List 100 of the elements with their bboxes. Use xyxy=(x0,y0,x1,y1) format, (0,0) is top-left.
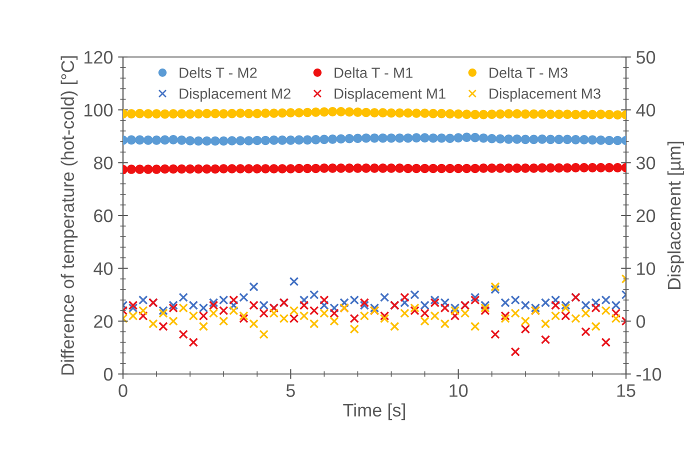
point xyxy=(490,282,500,292)
point xyxy=(430,298,440,308)
point xyxy=(239,292,248,302)
point xyxy=(178,330,188,340)
point xyxy=(561,303,570,313)
point xyxy=(188,338,198,347)
point xyxy=(299,300,309,310)
point xyxy=(601,338,611,347)
point xyxy=(198,322,208,332)
point xyxy=(330,308,339,318)
point xyxy=(591,303,600,313)
point xyxy=(269,308,279,318)
point xyxy=(500,314,510,324)
point xyxy=(158,322,168,332)
point xyxy=(470,292,480,302)
point xyxy=(299,311,309,321)
point xyxy=(330,316,339,326)
point xyxy=(239,311,248,321)
point xyxy=(148,319,158,328)
point xyxy=(299,295,309,305)
point xyxy=(440,319,450,328)
legend-label: Displacement M1 xyxy=(334,88,446,102)
point xyxy=(450,311,460,321)
y-tick-label: 120 xyxy=(84,50,113,64)
point xyxy=(500,311,510,321)
point xyxy=(249,282,258,292)
x-tick-label: 0 xyxy=(118,384,128,397)
point xyxy=(420,300,430,310)
point xyxy=(410,290,420,300)
point xyxy=(470,295,480,305)
point xyxy=(380,311,390,321)
x-tick-label: 5 xyxy=(286,384,295,397)
point xyxy=(550,300,560,310)
point xyxy=(480,303,490,313)
point xyxy=(138,311,148,321)
point xyxy=(611,314,621,324)
point xyxy=(239,314,248,324)
point xyxy=(128,300,138,310)
point xyxy=(480,306,490,316)
point xyxy=(520,324,530,334)
point xyxy=(611,300,621,310)
point xyxy=(480,300,490,310)
point xyxy=(350,314,360,324)
point xyxy=(550,311,560,321)
x-tick-label: 15 xyxy=(617,384,636,397)
point xyxy=(520,316,530,326)
legend-label: Delts T - M2 xyxy=(180,67,257,78)
y2-tick-label: 0 xyxy=(636,315,646,328)
point xyxy=(601,306,611,316)
point xyxy=(320,295,329,305)
point xyxy=(168,316,178,326)
point xyxy=(208,300,218,310)
y2-tick-label: 40 xyxy=(636,104,656,117)
y2-axis-title: Displacement [µm] xyxy=(667,142,684,289)
point xyxy=(490,284,500,294)
point xyxy=(320,308,329,318)
point xyxy=(490,330,500,340)
point xyxy=(420,316,430,326)
point xyxy=(540,319,550,328)
point xyxy=(218,306,228,316)
y2-tick-label: 50 xyxy=(636,50,656,64)
y2-tick-label: 30 xyxy=(636,156,656,170)
y-tick-label: 100 xyxy=(84,104,113,117)
point xyxy=(561,300,570,310)
point xyxy=(289,314,299,324)
point xyxy=(208,308,218,318)
point xyxy=(249,319,258,328)
point xyxy=(510,308,520,318)
point xyxy=(571,314,580,324)
point xyxy=(380,314,390,324)
point xyxy=(289,306,299,316)
legend-label: Delta T - M1 xyxy=(334,67,412,78)
point xyxy=(470,322,480,332)
point xyxy=(611,308,621,318)
point xyxy=(440,303,450,313)
legend-label: Displacement M2 xyxy=(180,88,290,102)
point xyxy=(360,298,370,308)
point xyxy=(581,327,590,336)
y2-tick-label: -10 xyxy=(636,368,662,381)
point xyxy=(259,330,268,340)
point xyxy=(158,308,168,318)
y-tick-label: 20 xyxy=(94,315,113,328)
point xyxy=(279,314,289,324)
point xyxy=(380,292,390,302)
point xyxy=(158,306,168,316)
point xyxy=(310,319,319,328)
point xyxy=(350,324,360,334)
point xyxy=(218,316,228,326)
point xyxy=(581,308,590,318)
point xyxy=(168,303,178,313)
point xyxy=(510,347,520,356)
y2-tick-label: 10 xyxy=(637,262,656,276)
y2-tick-label: 20 xyxy=(636,209,656,222)
y-tick-label: 60 xyxy=(94,209,113,222)
point xyxy=(138,306,148,316)
point xyxy=(310,290,319,300)
x-tick-label: 10 xyxy=(450,384,468,397)
point xyxy=(310,306,319,316)
point xyxy=(591,322,600,332)
point xyxy=(390,322,400,332)
